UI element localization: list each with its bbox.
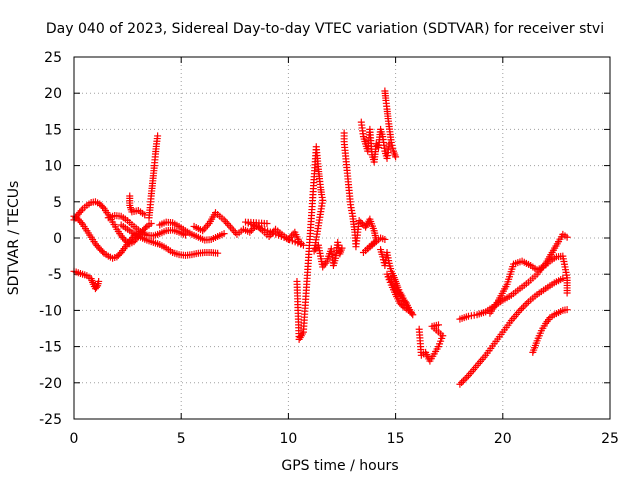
tick-labels: 0 5 10 15 20 25 -25 -20 -15 -10 -5 0 5 10 15 20 25: [39, 50, 619, 447]
plot-frame: [73, 56, 611, 420]
data-point: [77, 207, 85, 215]
data-point: [214, 249, 222, 257]
x-tick-label: 0: [70, 431, 79, 447]
data-point: [129, 234, 137, 242]
data-point: [563, 306, 571, 314]
series-rise-19h: [456, 230, 571, 323]
series-spike-4h: [145, 132, 162, 222]
data-point: [93, 283, 101, 291]
series-track-e: [117, 221, 222, 259]
series-track-f: [156, 218, 228, 244]
data-point: [463, 373, 471, 381]
chart-title: Day 040 of 2023, Sidereal Day-to-day VTE…: [46, 21, 604, 37]
data-point: [227, 223, 235, 231]
series-track-b: [70, 212, 142, 262]
x-tick-label: 25: [601, 431, 619, 447]
data-point: [220, 230, 228, 238]
data-point: [523, 299, 531, 307]
data-point: [458, 379, 466, 387]
series-cluster-13h: [340, 129, 389, 256]
data-point: [518, 305, 526, 313]
data-point: [404, 306, 412, 314]
data-point: [120, 235, 128, 243]
data-point: [141, 224, 149, 232]
series-rise-18h: [456, 275, 567, 388]
data-point: [563, 233, 571, 241]
y-tick-label: -25: [39, 412, 62, 428]
data-point: [222, 218, 230, 226]
data-point: [381, 235, 389, 243]
data-point: [95, 277, 103, 285]
data-point: [521, 301, 529, 309]
series-midday: [190, 209, 307, 249]
data-point: [399, 302, 407, 310]
series-band-20h: [486, 252, 571, 317]
data-point: [154, 132, 162, 140]
data-point: [563, 289, 571, 297]
grid-lines: [74, 57, 610, 419]
data-point: [338, 244, 346, 252]
data-point: [392, 153, 400, 161]
x-tick-label: 20: [494, 431, 512, 447]
x-axis-label: GPS time / hours: [281, 458, 398, 474]
data-point: [99, 248, 107, 256]
y-tick-label: 0: [53, 231, 62, 247]
series-cluster-17h: [415, 321, 447, 365]
data-point: [263, 220, 271, 228]
data-point: [355, 217, 363, 225]
data-point: [459, 377, 467, 385]
series-cluster-14h: [357, 118, 393, 166]
y-tick-label: 20: [44, 86, 62, 102]
data-point: [225, 221, 233, 229]
data-point: [434, 321, 442, 329]
y-tick-label: -5: [48, 267, 62, 283]
series-scatter-2h: [126, 192, 149, 219]
data-point: [200, 225, 208, 233]
y-tick-label: -10: [39, 303, 62, 319]
series-track-c: [70, 267, 103, 293]
data-point: [559, 275, 567, 283]
y-tick-label: 25: [44, 50, 62, 66]
series-spike-15h: [381, 87, 400, 161]
data-point: [357, 218, 365, 226]
series-rise-22h: [529, 306, 571, 356]
data-point: [99, 203, 107, 211]
x-tick-label: 15: [387, 431, 405, 447]
data-point: [358, 220, 366, 228]
y-tick-label: -15: [39, 340, 62, 356]
x-tick-label: 10: [279, 431, 297, 447]
data-point: [519, 303, 527, 311]
y-tick-label: 5: [53, 195, 62, 211]
x-tick-label: 5: [177, 431, 186, 447]
data-series: [70, 87, 571, 388]
y-tick-label: 15: [44, 122, 62, 138]
data-point: [141, 211, 149, 219]
data-point: [77, 219, 85, 227]
series-fall-15h: [377, 246, 417, 319]
data-point: [223, 220, 231, 228]
y-axis-label: SDTVAR / TECUs: [6, 181, 22, 296]
series-cluster-11h: [293, 143, 346, 343]
data-point: [461, 375, 469, 383]
data-point: [147, 220, 155, 228]
data-point: [456, 380, 464, 388]
y-tick-label: -20: [39, 376, 62, 392]
y-tick-label: 10: [44, 159, 62, 175]
data-point: [228, 225, 236, 233]
